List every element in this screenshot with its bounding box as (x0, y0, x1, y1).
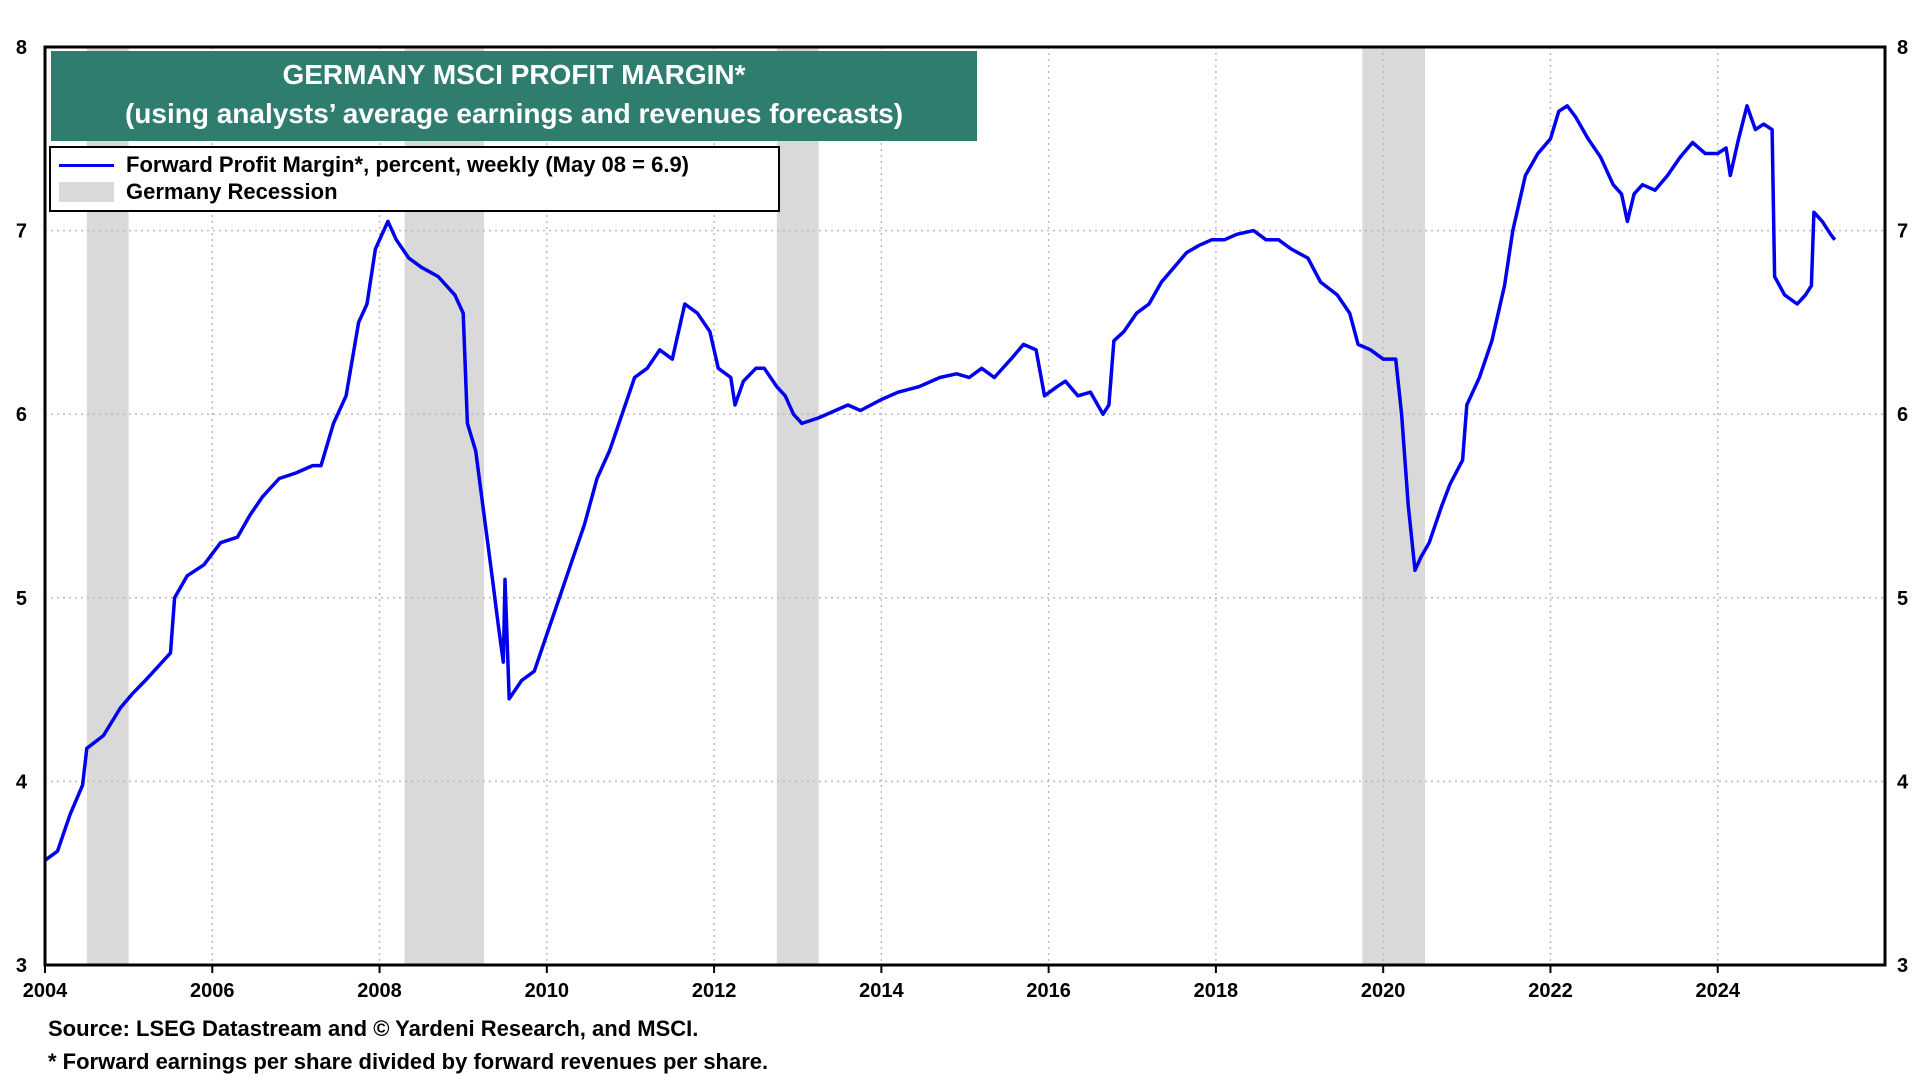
y-tick-label-left-3: 3 (16, 955, 27, 977)
x-tick-label-2010: 2010 (525, 980, 570, 1002)
y-tick-label-right-5: 5 (1897, 588, 1908, 610)
y-tick-label-right-4: 4 (1897, 771, 1909, 793)
series-line-0 (43, 104, 1837, 862)
y-tick-label-right-8: 8 (1897, 37, 1908, 59)
x-tick-label-2008: 2008 (357, 980, 402, 1002)
legend-recession-swatch (59, 182, 114, 202)
x-tick-label-2014: 2014 (859, 980, 904, 1002)
x-tick-label-2018: 2018 (1194, 980, 1239, 1002)
legend: Forward Profit Margin*, percent, weekly … (49, 146, 780, 212)
y-tick-label-left-5: 5 (16, 588, 27, 610)
x-tick-label-2020: 2020 (1361, 980, 1406, 1002)
legend-series-label: Forward Profit Margin*, percent, weekly … (126, 152, 690, 177)
y-tick-label-left-7: 7 (16, 221, 27, 243)
plot-border (43, 45, 1887, 967)
chart-title-box: GERMANY MSCI PROFIT MARGIN* (using analy… (51, 51, 977, 141)
recession-band-3 (1362, 47, 1425, 965)
x-tick-label-2006: 2006 (190, 980, 235, 1002)
plot-frame (43, 45, 1887, 967)
chart-subtitle: (using analysts’ average earnings and re… (124, 98, 904, 129)
legend-item-recession: Germany Recession (59, 179, 338, 205)
y-tick-label-right-7: 7 (1897, 221, 1908, 243)
tick-layer: 2004 2006 2008 2010 2012 2014 2016 2018 2020 2022… (16, 37, 1909, 1002)
legend-item-series: Forward Profit Margin*, percent, weekly … (59, 152, 689, 178)
footnote: * Forward earnings per share divided by … (48, 1049, 769, 1074)
legend-line-swatch (59, 163, 114, 167)
x-tick-label-2004: 2004 (23, 980, 68, 1002)
x-tick-label-2012: 2012 (692, 980, 737, 1002)
y-tick-label-left-4: 4 (16, 771, 28, 793)
x-tick-label-2024: 2024 (1695, 980, 1740, 1002)
chart-title: GERMANY MSCI PROFIT MARGIN* (282, 59, 746, 90)
y-tick-label-right-6: 6 (1897, 404, 1908, 426)
x-tick-label-2016: 2016 (1026, 980, 1071, 1002)
legend-recession-label: Germany Recession (126, 179, 338, 204)
y-tick-label-left-6: 6 (16, 404, 27, 426)
recession-band-2 (776, 47, 819, 965)
source-note: Source: LSEG Datastream and © Yardeni Re… (48, 1016, 699, 1041)
y-tick-label-left-8: 8 (16, 37, 27, 59)
x-tick-label-2022: 2022 (1528, 980, 1573, 1002)
series-line-layer (43, 104, 1837, 862)
grid-layer (45, 47, 1885, 965)
y-tick-label-right-3: 3 (1897, 955, 1908, 977)
